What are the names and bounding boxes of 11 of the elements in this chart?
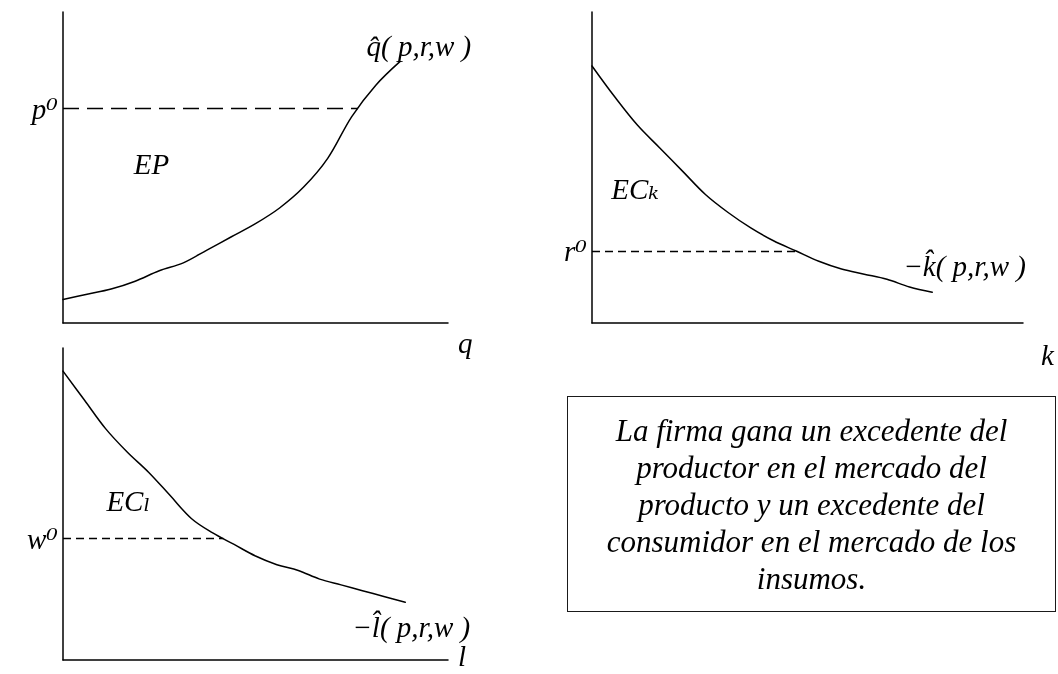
ref-line-label: p⁰	[29, 92, 59, 125]
text: La firma gana un excedente del productor en el mercado del producto y un excedente del consumidor en el mercado de los insumos.	[605, 411, 1018, 597]
series-label: −k̂( p,r,w )	[903, 249, 1026, 284]
annotation: ECₖ	[610, 173, 659, 206]
annotation: EP	[132, 148, 170, 181]
series-label: q̂( p,r,w )	[366, 30, 472, 64]
annotation: ECₗ	[105, 484, 151, 517]
ref-line-label: r⁰	[564, 235, 588, 268]
ref-line-label: w⁰	[27, 522, 59, 555]
x-axis-title: q	[458, 327, 473, 359]
x-axis-title: k	[1041, 339, 1055, 371]
